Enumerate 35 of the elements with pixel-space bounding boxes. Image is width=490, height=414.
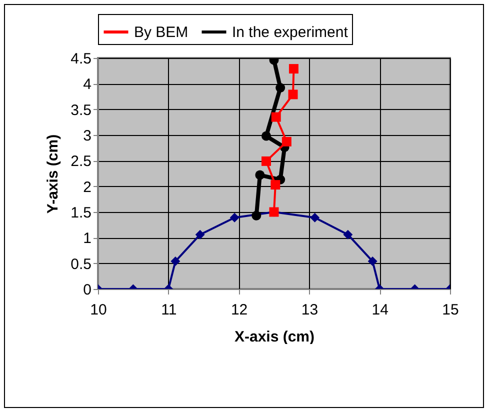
point: [288, 90, 298, 100]
x-tick-label: 14: [372, 302, 388, 318]
x-tick-label: 15: [442, 302, 459, 318]
y-tick-label: 3: [83, 128, 92, 144]
point: [343, 230, 353, 240]
x-tick-label: 13: [301, 302, 318, 318]
point: [255, 170, 265, 180]
y-tick-label: 2: [83, 178, 92, 196]
y-tick-label: 4: [83, 76, 92, 94]
point: [276, 83, 286, 93]
y-tick-label: 3.5: [70, 102, 92, 119]
point: [270, 180, 280, 190]
point: [288, 64, 298, 74]
point: [282, 136, 292, 146]
y-tick-label: 2.5: [70, 153, 92, 170]
point: [252, 210, 262, 220]
x-tick-label: 12: [230, 302, 248, 318]
y-tick-label: 0: [83, 282, 92, 298]
y-tick-label: 4.5: [70, 50, 92, 68]
point: [271, 112, 281, 122]
y-axis-title: Y-axis (cm): [44, 134, 62, 214]
x-tick-label: 10: [90, 302, 107, 318]
y-tick-label: 1: [83, 230, 92, 248]
point: [195, 230, 205, 240]
y-tick-label: 1.5: [70, 204, 92, 222]
legend-label: By BEM: [134, 24, 188, 41]
point: [310, 212, 320, 222]
y-tick-label: 0.5: [70, 256, 92, 273]
point: [230, 212, 240, 222]
x-tick-label: 11: [161, 302, 177, 318]
point: [262, 131, 271, 141]
point: [262, 156, 271, 166]
legend-label: In the experiment: [232, 24, 349, 41]
point: [170, 256, 180, 266]
point: [368, 256, 378, 266]
